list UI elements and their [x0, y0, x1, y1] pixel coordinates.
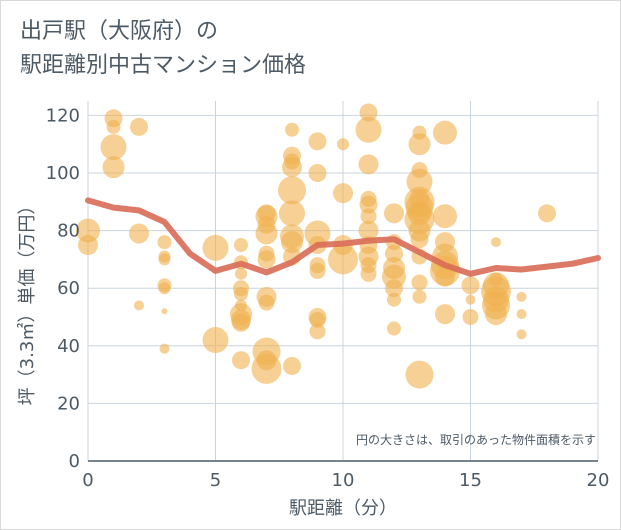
data-point: [333, 183, 353, 204]
data-point: [412, 289, 427, 304]
data-point: [256, 350, 277, 371]
data-point: [410, 230, 429, 249]
y-axis-label: 坪（3.3㎡）単価（万円）: [16, 197, 38, 406]
data-point: [234, 286, 248, 301]
data-point: [285, 122, 299, 137]
data-point: [385, 279, 403, 298]
data-point: [234, 238, 248, 252]
data-point: [308, 132, 327, 151]
data-point: [308, 164, 327, 182]
data-point: [78, 235, 98, 255]
data-point: [516, 329, 527, 340]
data-point: [485, 303, 507, 326]
x-tick-labels: 0 5 10 15 20: [82, 470, 609, 491]
data-point: [159, 343, 170, 354]
data-point: [161, 308, 168, 315]
grid-lines: [87, 101, 599, 462]
data-point: [328, 244, 358, 275]
size-legend-note: 円の大きさは、取引のあった物件面積を示す: [356, 432, 596, 447]
data-point: [411, 274, 428, 291]
data-point: [134, 300, 144, 311]
data-point: [279, 200, 305, 227]
data-point: [435, 304, 455, 325]
data-point: [309, 311, 326, 328]
x-tick-label: 10: [332, 470, 355, 491]
data-point: [360, 265, 377, 282]
data-point: [360, 208, 377, 225]
y-tick-label: 100: [46, 163, 80, 184]
data-point: [359, 103, 378, 122]
y-tick-label: 20: [57, 393, 80, 414]
chart-title: 出戸駅（大阪府）の 駅距離別中古マンション価格: [20, 15, 306, 83]
data-point: [157, 235, 172, 250]
data-point: [202, 234, 229, 261]
y-tick-label: 40: [57, 336, 80, 357]
data-point: [282, 157, 302, 178]
data-point: [433, 204, 457, 229]
data-point: [358, 154, 379, 175]
data-point: [516, 291, 527, 302]
data-point: [465, 294, 476, 305]
data-point: [232, 351, 250, 370]
data-point: [355, 116, 382, 143]
data-point: [387, 292, 401, 307]
data-point: [235, 267, 247, 280]
data-point: [281, 231, 303, 254]
data-point: [435, 266, 455, 287]
data-point: [130, 117, 148, 136]
data-point: [384, 203, 404, 224]
chart-title-line2: 駅距離別中古マンション価格: [20, 53, 307, 78]
data-point: [76, 218, 100, 243]
data-point: [358, 220, 379, 241]
data-point: [278, 176, 306, 205]
data-point: [461, 276, 480, 295]
data-point: [538, 204, 556, 223]
data-point: [202, 327, 229, 354]
data-point: [433, 120, 457, 145]
x-tick-label: 5: [210, 470, 221, 491]
data-point: [232, 313, 250, 332]
data-point: [309, 262, 326, 279]
x-tick-label: 15: [459, 470, 482, 491]
data-point: [158, 282, 171, 295]
data-point: [106, 119, 121, 134]
chart-title-line1: 出戸駅（大阪府）の: [20, 19, 219, 44]
y-tick-label: 0: [69, 451, 80, 472]
data-point: [129, 223, 149, 244]
data-point: [100, 134, 127, 161]
x-tick-label: 20: [587, 470, 610, 491]
data-point: [516, 309, 527, 320]
y-tick-label: 60: [57, 278, 80, 299]
data-point: [406, 168, 433, 195]
x-tick-label: 0: [82, 470, 93, 491]
trend-line: [85, 197, 601, 277]
data-point: [408, 133, 431, 156]
data-point: [462, 309, 479, 325]
data-point: [283, 356, 301, 375]
data-point: [337, 138, 349, 151]
y-tick-label: 80: [57, 221, 80, 242]
data-point: [158, 253, 171, 266]
y-tick-label: 120: [46, 105, 80, 126]
data-point: [405, 360, 434, 389]
data-point: [257, 250, 276, 269]
y-tick-labels: 0 20 40 60 80 100 120: [46, 105, 80, 472]
data-point: [102, 156, 125, 179]
data-point: [491, 237, 501, 248]
data-point: [255, 222, 278, 245]
data-point: [387, 321, 401, 336]
data-point: [258, 294, 275, 311]
data-point: [309, 323, 326, 340]
x-axis-label: 駅距離（分）: [289, 498, 397, 519]
data-point: [359, 195, 378, 214]
